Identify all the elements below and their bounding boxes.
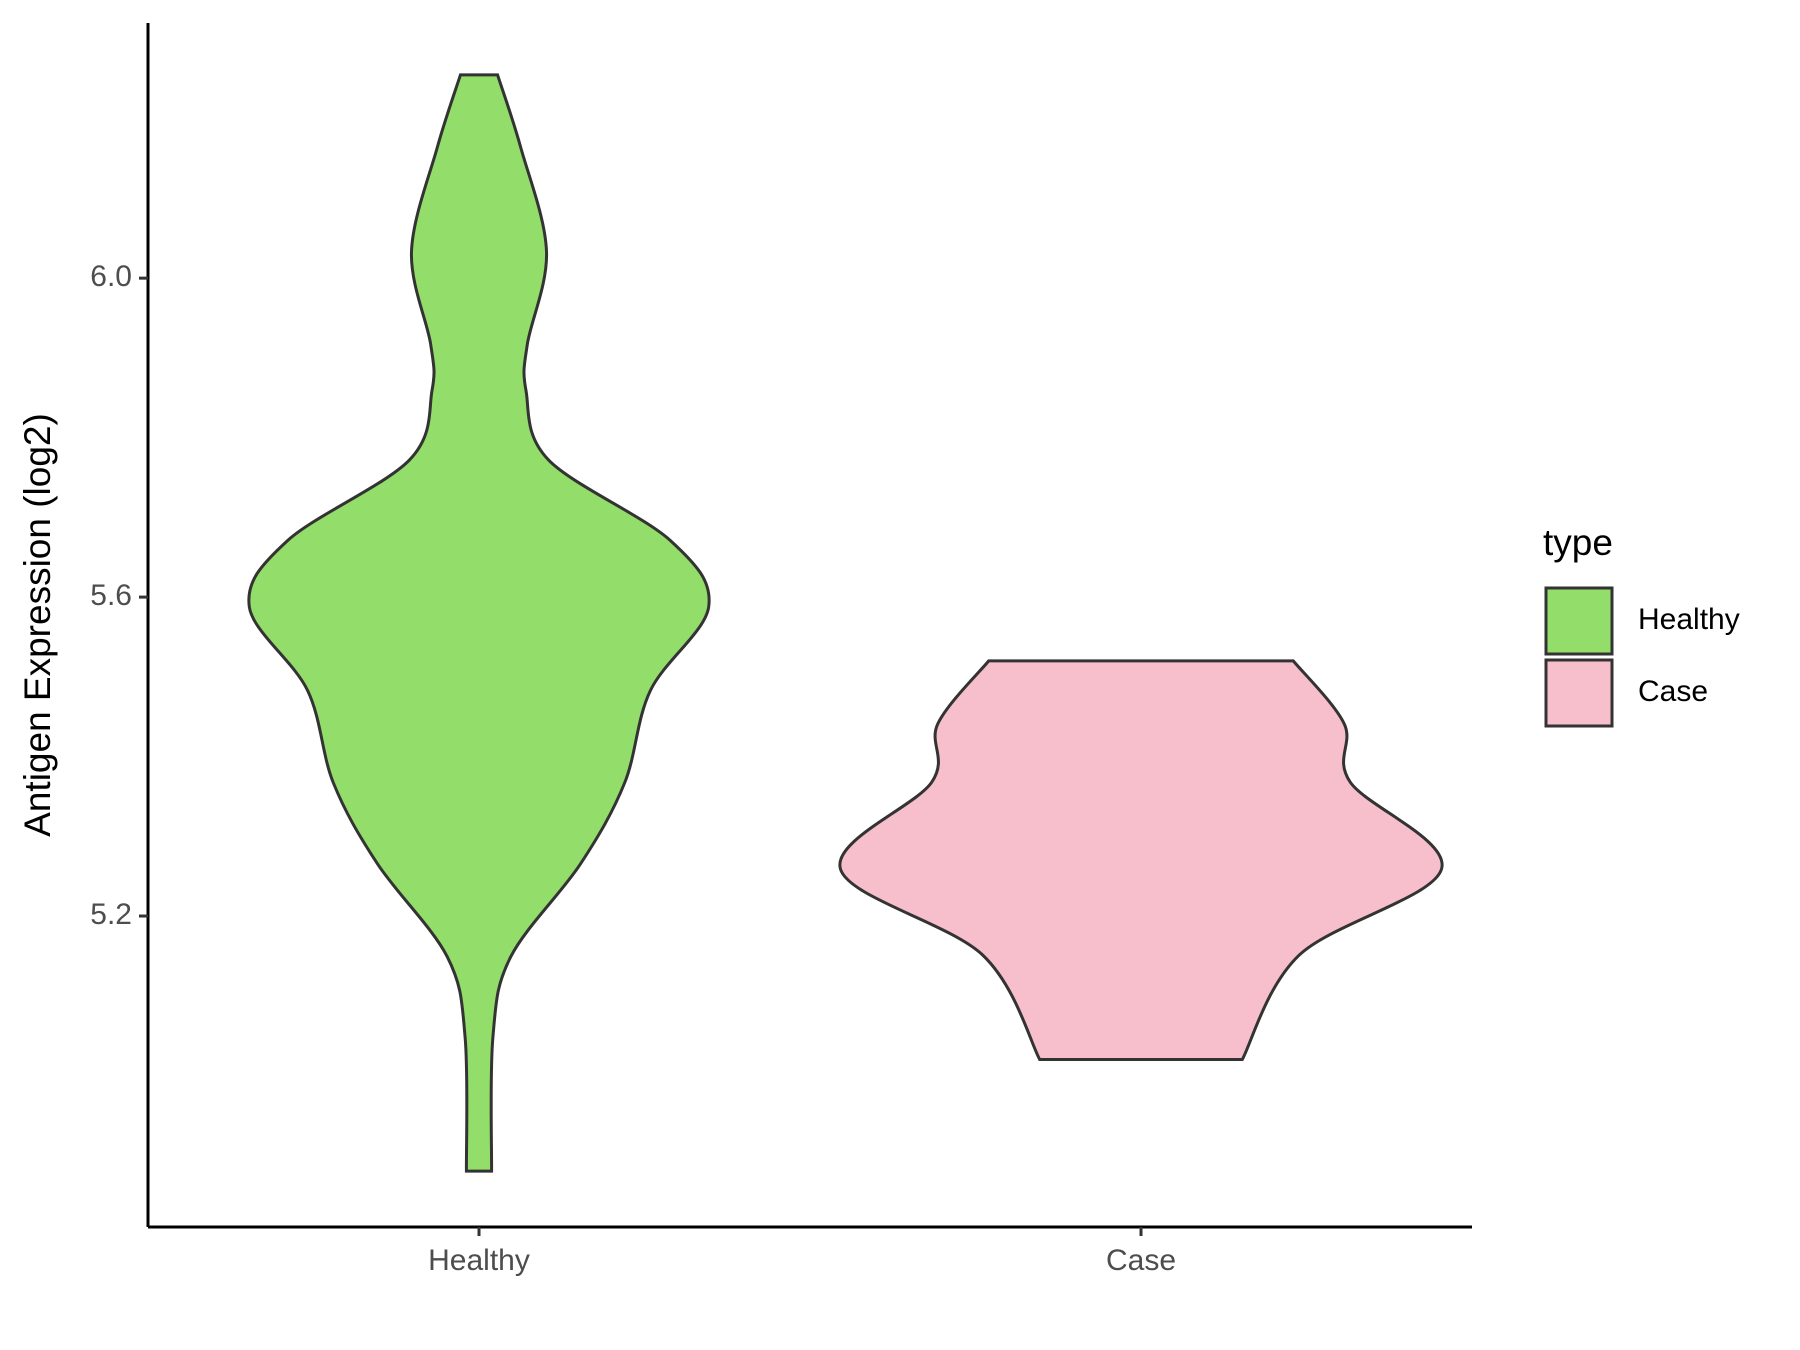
legend-label: Healthy [1638, 603, 1740, 636]
x-tick-label: Case [1106, 1244, 1176, 1277]
y-tick-label: 6.0 [90, 260, 132, 293]
y-tick-label: 5.6 [90, 579, 132, 612]
y-tick-label: 5.2 [90, 898, 132, 931]
legend-label: Case [1638, 675, 1708, 708]
y-axis-label: Antigen Expression (log2) [17, 413, 58, 837]
legend-title: type [1543, 522, 1613, 563]
legend-swatch [1544, 586, 1614, 656]
violin [838, 659, 1444, 1062]
x-tick-label: Healthy [428, 1244, 530, 1277]
violin [247, 73, 711, 1173]
legend-swatch [1544, 658, 1614, 728]
